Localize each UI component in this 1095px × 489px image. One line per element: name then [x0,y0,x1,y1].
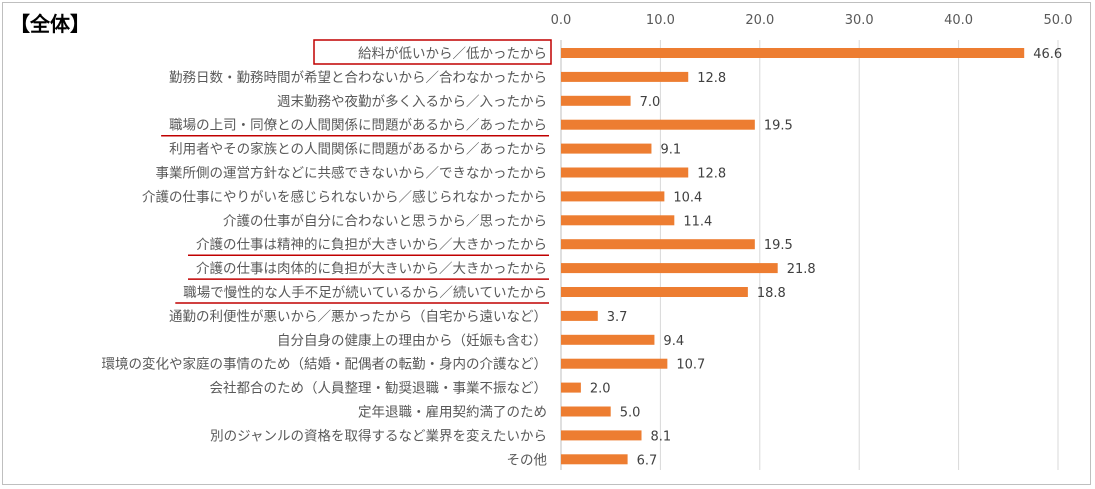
category-label: 介護の仕事は精神的に負担が大きいから／大きかったから [196,237,547,253]
bar [561,119,755,130]
bar [561,95,631,106]
data-label: 46.6 [1033,47,1062,62]
data-label: 7.0 [640,95,661,110]
data-label: 2.0 [590,382,611,397]
data-label: 9.1 [660,143,681,158]
data-label: 9.4 [663,334,684,349]
x-tick-label: 30.0 [845,13,874,28]
category-label: 介護の仕事にやりがいを感じられないから／感じられなかったから [142,188,547,205]
bar [561,358,668,369]
category-label: 週末勤務や夜勤が多く入るから／入ったから [277,93,547,110]
bar [561,430,642,441]
data-label: 10.7 [676,358,705,373]
data-label: 11.4 [683,214,712,229]
data-label: 19.5 [764,238,793,253]
data-label: 6.7 [637,453,658,468]
bar [561,382,581,393]
data-label: 10.4 [673,190,702,205]
category-label: 職場の上司・同僚との人間関係に問題があるから／あったから [169,118,547,134]
bar [561,287,748,297]
bar [561,71,689,82]
data-label: 8.1 [651,429,672,444]
category-label: 自分自身の健康上の理由から（妊娠も含む） [277,332,547,349]
category-label: 事業所側の運営方針などに共感できないから／できなかったから [156,165,548,182]
x-tick-label: 10.0 [646,13,675,28]
data-label: 12.8 [697,71,726,86]
bar [561,143,652,154]
data-label: 3.7 [607,310,628,325]
x-tick-label: 0.0 [551,13,572,28]
bar [561,454,628,465]
bar [561,215,675,226]
category-label: 職場で慢性的な人手不足が続いているから／続いていたから [183,284,547,301]
category-label: 利用者やその家族との人間関係に問題があるから／あったから [169,141,547,158]
category-label: その他 [507,452,548,468]
category-label: 介護の仕事は肉体的に負担が大きいから／大きかったから [196,261,547,277]
category-label: 別のジャンルの資格を取得するなど業界を変えたいから [210,427,547,444]
bar [561,48,1025,58]
category-label: 会社都合のため（人員整理・勧奨退職・事業不振など） [210,380,548,397]
data-label: 21.8 [787,262,816,277]
x-tick-label: 50.0 [1044,13,1073,28]
x-tick-label: 40.0 [944,13,973,28]
category-label: 給料が低いから／低かったから [358,46,547,62]
bar [561,334,655,345]
x-tick-label: 20.0 [745,13,774,28]
highlight-box [313,39,552,65]
data-label: 5.0 [620,406,641,421]
category-label: 介護の仕事が自分に合わないと思うから／思ったから [223,213,547,229]
data-label: 12.8 [697,167,726,182]
category-label: 勤務日数・勤務時間が希望と合わないから／合わなかったから [169,70,547,86]
bar [561,239,755,250]
bar [561,167,689,178]
category-label: 通勤の利便性が悪いから／悪かったから（自宅から遠いなど） [169,309,547,325]
data-label: 18.8 [757,286,786,301]
chart-title: 【全体】 [10,12,90,36]
category-label: 定年退職・雇用契約満了のため [358,404,547,421]
category-label: 環境の変化や家庭の事情のため（結婚・配偶者の転勤・身内の介護など） [102,356,548,373]
bar [561,191,665,202]
data-label: 19.5 [764,119,793,134]
bar [561,263,778,274]
bar [561,406,611,417]
bar [561,310,598,321]
